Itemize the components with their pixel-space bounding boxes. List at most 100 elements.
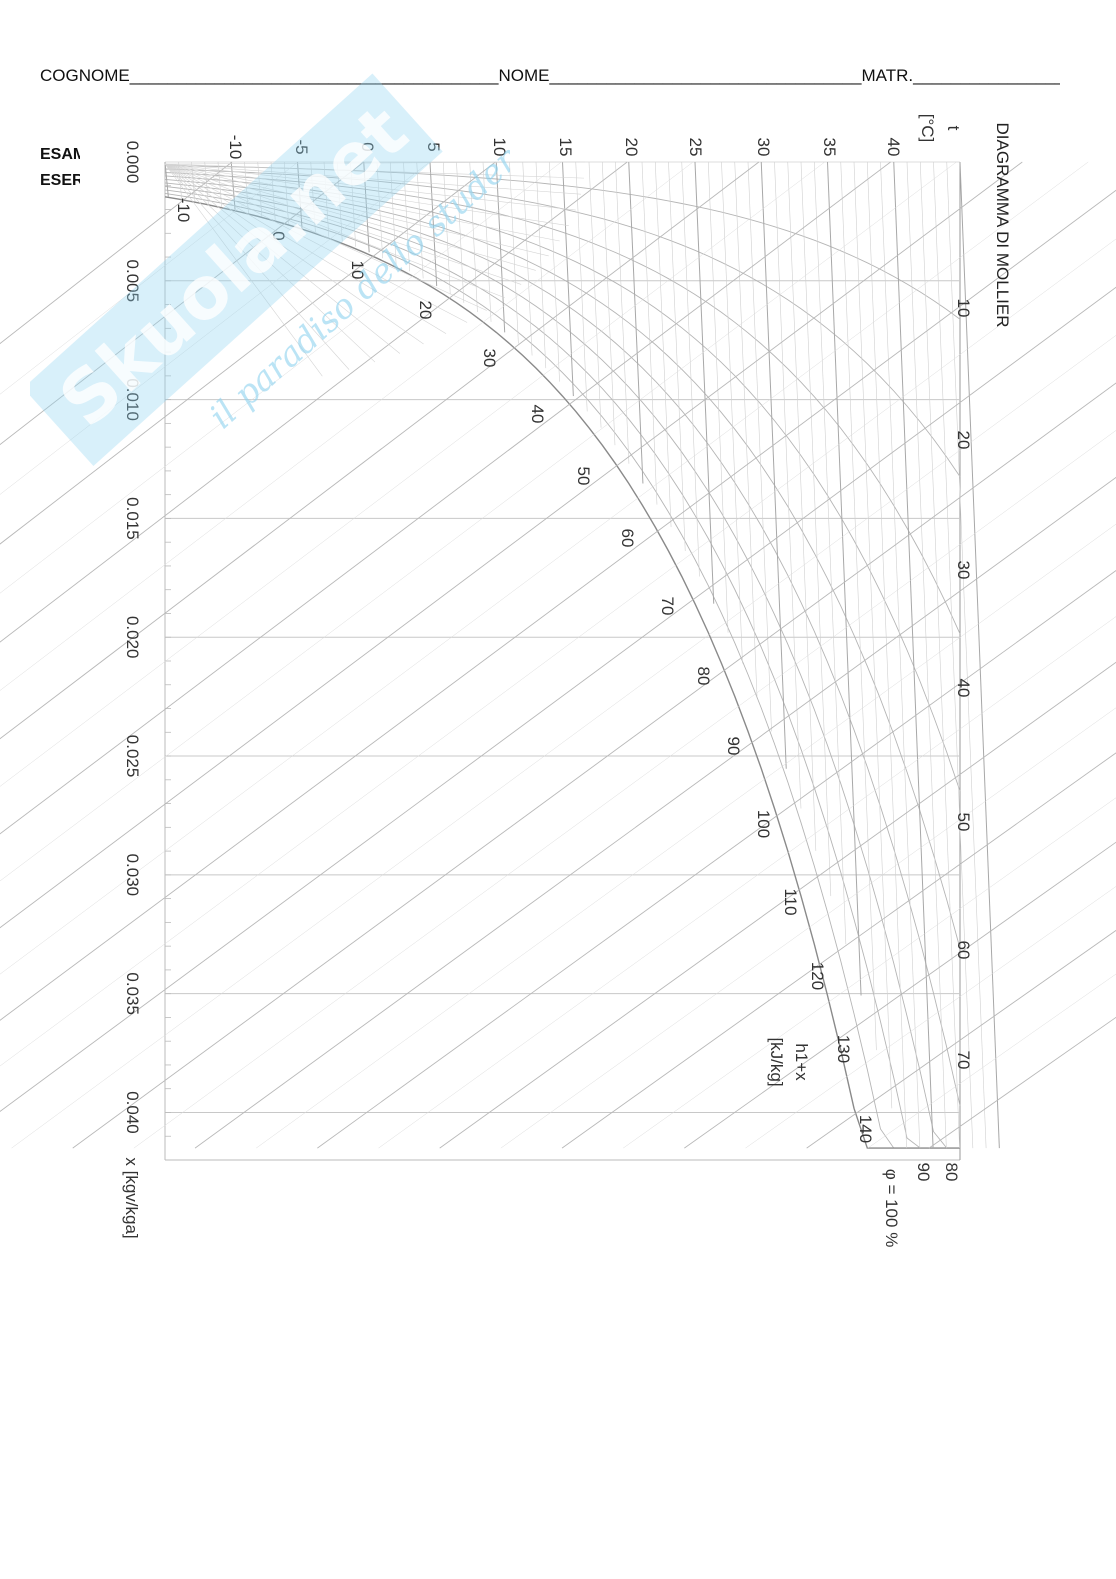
fan-line <box>164 161 586 165</box>
fan-line <box>164 163 584 179</box>
enthalpy-curve-label: 120 <box>808 962 827 990</box>
enthalpy-line <box>806 929 1116 1149</box>
enthalpy-line <box>0 161 233 345</box>
humidity-tick-label: 0.020 <box>123 616 142 659</box>
isotherm-line <box>959 161 1000 1149</box>
enthalpy-curve-label: 70 <box>658 597 677 616</box>
temperature-tick-label: 40 <box>884 138 903 157</box>
isotherm-line <box>350 161 357 247</box>
rh-curve <box>164 185 960 1149</box>
enthalpy-axis-label: h1+x <box>792 1043 811 1081</box>
rh-curve <box>164 168 961 477</box>
rh-curve <box>164 178 961 949</box>
enthalpy-line <box>11 335 1116 1149</box>
rh-curve <box>164 192 960 1149</box>
isotherm-line <box>323 161 330 237</box>
fan-line <box>164 163 522 285</box>
isotherm-line <box>403 161 410 272</box>
nome-label: NOME <box>498 66 550 85</box>
enthalpy-line <box>0 161 628 643</box>
chart-curves <box>0 161 1116 1149</box>
enthalpy-line <box>378 616 1116 1149</box>
isotherm-line <box>601 161 616 446</box>
rh-curve <box>164 182 961 1106</box>
isotherm-line <box>933 161 974 1149</box>
enthalpy-unit-label: [kJ/kg] <box>767 1037 786 1086</box>
cognome-field[interactable]: _______________________________________ <box>129 66 499 85</box>
nome-field[interactable]: _________________________________ <box>549 66 862 85</box>
temperature-unit-label: [°C] <box>918 114 937 143</box>
isotherm-line <box>721 161 743 664</box>
temperature-tick-label: -5 <box>292 139 311 154</box>
isotherm-line <box>853 161 893 1109</box>
esame-label: ESAM <box>40 146 80 163</box>
enthalpy-top-label: 30 <box>954 561 973 580</box>
enthalpy-line <box>317 569 1116 1149</box>
enthalpy-line <box>256 523 1116 1149</box>
humidity-tick-label: 0.040 <box>123 1091 142 1134</box>
humidity-tick-label: 0.010 <box>123 378 142 421</box>
temperature-tick-label: 5 <box>424 142 443 151</box>
humidity-tick-label: 0.030 <box>123 854 142 897</box>
enthalpy-curve-label: -10 <box>174 198 193 223</box>
isotherm-line <box>813 161 847 945</box>
isotherm-line <box>641 161 658 505</box>
rh-curve <box>164 189 960 1149</box>
isotherm-line <box>628 161 644 484</box>
isotherm-line <box>866 161 907 1149</box>
esercizio-label: ESER <box>40 172 80 189</box>
enthalpy-line <box>0 238 1116 1067</box>
isotherm-line <box>336 161 343 242</box>
matr-field[interactable]: ________________ <box>913 66 1060 85</box>
isotherm-line <box>297 161 303 228</box>
isotherm-line <box>694 161 715 604</box>
isotherm-line <box>707 161 729 633</box>
isotherm-line <box>230 161 236 210</box>
chart-labels: 0.000 0.005 0.010 0.015 0.020 0.025 0.030 0.035… <box>122 114 1012 1248</box>
isotherm-line <box>522 161 533 356</box>
enthalpy-curve-label: 0 <box>269 231 288 240</box>
enthalpy-curve-label: 40 <box>528 405 547 424</box>
isotherm-line <box>482 161 492 322</box>
fan-line <box>164 163 560 242</box>
humidity-axis-label: x [kgv/kga] <box>122 1157 141 1238</box>
enthalpy-top-label: 70 <box>954 1051 973 1070</box>
enthalpy-line <box>0 189 1116 1021</box>
enthalpy-curve-label: 20 <box>416 301 435 320</box>
isotherm-line <box>946 161 987 1149</box>
fan-line <box>164 163 376 363</box>
fan-line <box>164 163 447 334</box>
enthalpy-line <box>0 161 694 691</box>
isotherm-line <box>217 161 222 207</box>
fan-line <box>164 163 581 195</box>
fan-line <box>164 163 468 323</box>
temperature-tick-label: 25 <box>686 138 705 157</box>
isotherm-line <box>535 161 547 369</box>
cognome-label: COGNOME <box>40 66 130 85</box>
enthalpy-line <box>0 286 1116 1113</box>
humidity-tick-label: 0.000 <box>123 141 142 184</box>
fan-line <box>164 163 549 257</box>
enthalpy-line <box>0 161 1023 929</box>
enthalpy-line <box>684 841 1116 1149</box>
humidity-tick-label: 0.015 <box>123 497 142 540</box>
isotherm-line <box>389 161 397 265</box>
matr-label: MATR. <box>861 66 914 85</box>
fan-line <box>164 163 536 271</box>
enthalpy-line <box>867 973 1116 1149</box>
isotherm-line <box>906 161 947 1149</box>
enthalpy-line <box>0 161 365 446</box>
isotherm-line <box>363 161 370 253</box>
isotherm-line <box>548 161 560 382</box>
isotherm-line <box>164 161 169 197</box>
enthalpy-curve-label: 50 <box>574 467 593 486</box>
humidity-tick-label: 0.035 <box>123 972 142 1015</box>
isotherm-line <box>747 161 772 732</box>
enthalpy-curve-label: 30 <box>480 349 499 368</box>
enthalpy-line <box>133 430 1116 1149</box>
enthalpy-line <box>0 161 430 495</box>
isotherm-line <box>668 161 686 552</box>
enthalpy-curve-label: 60 <box>618 529 637 548</box>
temperature-tick-label: -10 <box>226 135 245 160</box>
